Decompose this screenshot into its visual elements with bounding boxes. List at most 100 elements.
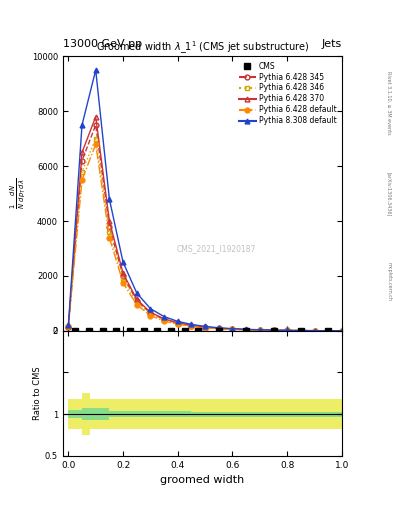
Pythia 6.428 default (217, 326, 221, 332)
Pythia 6.428 default (326, 328, 331, 334)
Pythia 6.428 346 (107, 229, 112, 235)
Line: Pythia 8.308 default: Pythia 8.308 default (66, 68, 344, 333)
CMS (100, 328, 105, 334)
Pythia 6.428 default (162, 318, 167, 324)
Pythia 6.428 default (148, 312, 153, 318)
Pythia 6.428 370 (299, 328, 303, 334)
Pythia 6.428 370 (107, 218, 112, 224)
Pythia 6.428 345 (189, 323, 194, 329)
CMS (114, 328, 119, 334)
Pythia 6.428 345 (203, 324, 208, 330)
Pythia 6.428 default (257, 327, 262, 333)
CMS (128, 328, 132, 334)
Legend: CMS, Pythia 6.428 345, Pythia 6.428 346, Pythia 6.428 370, Pythia 6.428 default,: CMS, Pythia 6.428 345, Pythia 6.428 346,… (237, 60, 338, 127)
Pythia 6.428 default (121, 280, 125, 286)
Pythia 8.308 default (217, 325, 221, 331)
Pythia 6.428 346 (326, 328, 331, 334)
Pythia 6.428 370 (203, 324, 208, 330)
Line: Pythia 6.428 346: Pythia 6.428 346 (66, 136, 344, 333)
CMS (141, 328, 146, 334)
CMS (326, 328, 331, 334)
Line: CMS: CMS (72, 328, 331, 334)
Pythia 6.428 345 (271, 327, 276, 333)
Pythia 6.428 default (107, 234, 112, 241)
Pythia 6.428 370 (230, 326, 235, 332)
Pythia 8.308 default (107, 196, 112, 202)
Text: Jets: Jets (321, 38, 342, 49)
Pythia 6.428 370 (340, 328, 344, 334)
Pythia 6.428 345 (326, 328, 331, 334)
Pythia 8.308 default (66, 323, 71, 329)
Pythia 8.308 default (189, 322, 194, 328)
Pythia 6.428 346 (285, 327, 290, 333)
Pythia 6.428 370 (189, 323, 194, 329)
Pythia 8.308 default (285, 327, 290, 333)
Pythia 6.428 default (271, 327, 276, 333)
Pythia 6.428 default (80, 177, 84, 183)
Pythia 6.428 346 (189, 323, 194, 329)
CMS (271, 328, 276, 334)
Pythia 6.428 346 (217, 326, 221, 332)
Pythia 8.308 default (94, 67, 98, 73)
Pythia 6.428 346 (66, 324, 71, 330)
Pythia 6.428 346 (121, 275, 125, 282)
Pythia 8.308 default (326, 328, 331, 334)
Line: Pythia 6.428 345: Pythia 6.428 345 (66, 122, 344, 333)
Pythia 6.428 default (175, 321, 180, 327)
Pythia 6.428 370 (271, 327, 276, 333)
Pythia 6.428 default (285, 328, 290, 334)
Pythia 6.428 346 (230, 326, 235, 332)
CMS (244, 328, 248, 334)
Pythia 6.428 370 (162, 316, 167, 322)
Pythia 6.428 346 (271, 327, 276, 333)
Pythia 6.428 345 (230, 326, 235, 332)
Pythia 6.428 345 (80, 158, 84, 164)
CMS (73, 328, 77, 334)
Text: CMS_2021_I1920187: CMS_2021_I1920187 (177, 244, 256, 253)
Line: Pythia 6.428 default: Pythia 6.428 default (66, 142, 344, 333)
Pythia 6.428 345 (244, 327, 248, 333)
Text: mcplots.cern.ch: mcplots.cern.ch (386, 262, 391, 301)
Line: Pythia 6.428 370: Pythia 6.428 370 (66, 114, 344, 333)
Text: 13000 GeV pp: 13000 GeV pp (63, 38, 142, 49)
Pythia 6.428 345 (340, 328, 344, 334)
Pythia 6.428 370 (134, 296, 139, 303)
Pythia 8.308 default (340, 328, 344, 334)
Pythia 6.428 345 (257, 327, 262, 333)
Pythia 6.428 default (66, 323, 71, 329)
Pythia 6.428 346 (257, 327, 262, 333)
Pythia 8.308 default (257, 327, 262, 333)
Pythia 6.428 default (94, 141, 98, 147)
Pythia 6.428 default (189, 324, 194, 330)
Pythia 8.308 default (312, 328, 317, 334)
Text: [arXiv:1306.3436]: [arXiv:1306.3436] (386, 173, 391, 217)
Pythia 8.308 default (134, 290, 139, 296)
CMS (169, 328, 173, 334)
Pythia 6.428 345 (217, 325, 221, 331)
Pythia 8.308 default (271, 327, 276, 333)
Pythia 6.428 default (244, 327, 248, 333)
Y-axis label: Ratio to CMS: Ratio to CMS (33, 367, 42, 420)
Title: Groomed width $\lambda\_1^1$ (CMS jet substructure): Groomed width $\lambda\_1^1$ (CMS jet su… (95, 40, 309, 56)
Pythia 6.428 370 (285, 327, 290, 333)
Pythia 6.428 370 (326, 328, 331, 334)
Pythia 6.428 346 (340, 328, 344, 334)
CMS (217, 328, 221, 334)
Pythia 6.428 345 (107, 223, 112, 229)
Pythia 6.428 345 (299, 328, 303, 334)
Pythia 6.428 370 (217, 325, 221, 331)
Pythia 6.428 370 (66, 324, 71, 330)
Pythia 8.308 default (148, 306, 153, 312)
Pythia 6.428 370 (175, 319, 180, 326)
Pythia 6.428 346 (162, 317, 167, 323)
Pythia 6.428 default (134, 302, 139, 308)
Pythia 8.308 default (80, 122, 84, 128)
Pythia 6.428 370 (94, 114, 98, 120)
Pythia 6.428 default (299, 328, 303, 334)
CMS (196, 328, 201, 334)
Pythia 6.428 346 (148, 311, 153, 317)
Pythia 8.308 default (121, 259, 125, 265)
Pythia 6.428 345 (94, 122, 98, 128)
Pythia 6.428 345 (285, 327, 290, 333)
Pythia 6.428 346 (203, 325, 208, 331)
